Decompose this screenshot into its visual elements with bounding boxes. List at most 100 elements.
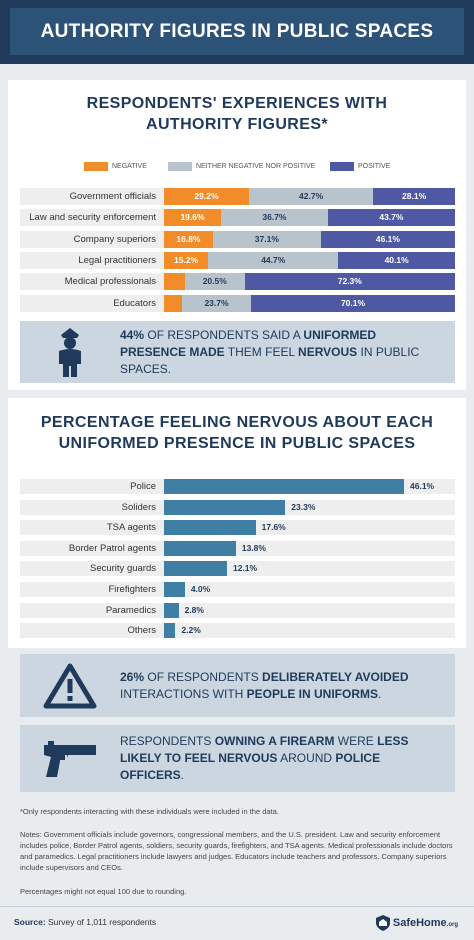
hbar-row: Paramedics 2.8% <box>20 602 455 618</box>
safehome-logo-icon <box>375 915 390 931</box>
stack-row-label: Medical professionals <box>64 276 156 288</box>
section2-title: PERCENTAGE FEELING NERVOUS ABOUT EACH UN… <box>0 412 474 454</box>
hbar-row: Others 2.2% <box>20 623 455 639</box>
footnote: *Only respondents interacting with these… <box>20 807 279 816</box>
neutral-segment: 37.1% <box>212 230 321 248</box>
hbar-value-label: 2.2% <box>181 625 201 636</box>
brand-suffix: .org <box>446 922 458 928</box>
warning-triangle-icon <box>20 663 120 709</box>
brand[interactable]: SafeHome .org <box>375 915 458 931</box>
hbar-value-label: 12.1% <box>232 563 258 574</box>
hbar-value-label: 17.6% <box>261 522 286 533</box>
section1-title: RESPONDENTS' EXPERIENCES WITH AUTHORITY … <box>0 93 474 135</box>
hbar <box>164 602 179 618</box>
callout1-text-c: IN PUBLIC SPACES. <box>120 344 420 376</box>
notes-text: Notes: Government officials include gove… <box>20 830 453 872</box>
callout3-emph-c: POLICE OFFICERS <box>120 751 381 782</box>
stack-row: Company superiors 16.8% 37.1% 46.1% <box>20 230 455 248</box>
legend-label-positive: POSITIVE <box>358 163 391 170</box>
hbar-row: Firefighters 4.0% <box>20 582 455 597</box>
legend-label-neutral: NEITHER NEGATIVE NOR POSITIVE <box>196 163 316 170</box>
hbar-row: TSA agents 17.6% <box>20 520 455 536</box>
legend-positive: POSITIVE <box>330 162 390 171</box>
hbar <box>164 561 227 577</box>
callout2-text: 26% OF RESPONDENTS DELIBERATELY AVOIDED … <box>120 669 440 703</box>
stack-row-label: Legal practitioners <box>78 254 156 266</box>
hbar-row: Border Patrol agents 13.8% <box>20 540 455 556</box>
negative-segment: 16.8% <box>164 230 213 248</box>
positive-segment: 46.1% <box>320 230 455 248</box>
neutral-segment: 42.7% <box>248 188 374 205</box>
hbar-row: Police 46.1% <box>20 479 455 494</box>
callout3-text-c: AROUND <box>277 751 336 765</box>
section2-title-line2: UNIFORMED PRESENCE IN PUBLIC SPACES <box>58 435 416 452</box>
stack-row-label: Company superiors <box>73 233 156 245</box>
neutral-segment: 44.7% <box>208 251 339 269</box>
positive-segment: 43.7% <box>327 209 455 227</box>
positive-segment: 72.3% <box>244 273 455 291</box>
chart1-legend: NEGATIVE NEITHER NEGATIVE NOR POSITIVE P… <box>0 162 474 176</box>
hbar-label: Firefighters <box>108 584 156 595</box>
hbar <box>164 520 256 536</box>
negative-segment: 15.2% <box>164 251 209 269</box>
callout1-text: 44% OF RESPONDENTS SAID A UNIFORMED PRES… <box>120 327 440 378</box>
stack-row: Law and security enforcement 19.6% 36.7% 43… <box>20 209 455 227</box>
callout2-emph-b: PEOPLE IN UNIFORMS <box>246 686 379 701</box>
hbar-label: Police <box>130 481 156 492</box>
callout2-emph-a: DELIBERATELY AVOIDED <box>262 669 409 684</box>
callout1-text-a: OF RESPONDENTS SAID A <box>144 327 304 342</box>
hbar-label: TSA agents <box>106 522 156 534</box>
hbar-row: Security guards 12.1% <box>20 561 455 577</box>
hbar-label: Border Patrol agents <box>68 542 156 554</box>
hbar-label: Paramedics <box>105 604 156 616</box>
legend-label-negative: NEGATIVE <box>112 163 147 170</box>
callout1-emph-b: NERVOUS <box>298 344 358 359</box>
callout3-text: RESPONDENTS OWNING A FIREARM WERE LESS L… <box>120 733 440 784</box>
positive-segment: 40.1% <box>338 251 455 269</box>
hbar <box>164 499 286 515</box>
negative-segment: 19.6% <box>164 209 222 227</box>
hbar-value-label: 13.8% <box>241 542 266 553</box>
section1-title-line1: RESPONDENTS' EXPERIENCES WITH <box>86 95 388 112</box>
hbar <box>164 479 404 494</box>
callout3-emph-b: LESS LIKELY TO FEEL NERVOUS <box>120 734 409 765</box>
neutral-segment: 36.7% <box>221 209 328 227</box>
source-label: Source: <box>14 917 46 927</box>
hbar-label: Others <box>127 625 156 637</box>
uniformed-presence-callout: 44% OF RESPONDENTS SAID A UNIFORMED PRES… <box>20 321 455 383</box>
brand-name: SafeHome <box>392 917 447 929</box>
callout2-text-b: INTERACTIONS WITH <box>120 686 247 701</box>
hbar <box>164 582 185 597</box>
header-banner: AUTHORITY FIGURES IN PUBLIC SPACES <box>0 0 474 64</box>
police-officer-icon <box>20 326 120 378</box>
hbar-value-label: 2.8% <box>184 604 204 615</box>
hbar-value-label: 4.0% <box>190 584 211 594</box>
legend-swatch-positive <box>330 162 354 171</box>
callout1-emph-a: UNIFORMED PRESENCE MADE <box>120 327 377 359</box>
legend-neutral: NEITHER NEGATIVE NOR POSITIVE <box>168 162 315 171</box>
section1-title-line2: AUTHORITY FIGURES* <box>145 116 329 133</box>
negative-segment <box>164 294 183 312</box>
callout2-text-a: OF RESPONDENTS <box>144 669 263 684</box>
hbar-label: Soliders <box>121 501 156 513</box>
legend-swatch-negative <box>84 162 108 171</box>
stack-row: Legal practitioners 15.2% 44.7% 40.1% <box>20 251 455 269</box>
positive-segment: 70.1% <box>251 294 455 312</box>
rounding-note: Percentages might not equal 100 due to r… <box>20 887 187 896</box>
firearm-callout: RESPONDENTS OWNING A FIREARM WERE LESS L… <box>20 725 455 792</box>
legend-negative: NEGATIVE <box>84 162 147 171</box>
callout3-text-d: . <box>180 768 185 782</box>
source-text: Survey of 1,011 respondents <box>45 917 157 927</box>
callout2-stat: 26% <box>120 669 145 684</box>
stack-row: Medical professionals 20.5% 72.3% <box>20 273 455 291</box>
callout3-emph-a: OWNING A FIREARM <box>214 734 335 748</box>
positive-segment: 28.1% <box>373 188 455 205</box>
callout1-text-b: THEM FEEL <box>224 344 299 359</box>
legend-swatch-neutral <box>168 162 192 171</box>
callout3-text-a: RESPONDENTS <box>120 734 215 748</box>
stack-row-label: Law and security enforcement <box>29 212 156 224</box>
callout3-text-b: WERE <box>334 734 378 748</box>
section2-title-line1: PERCENTAGE FEELING NERVOUS ABOUT EACH <box>40 414 434 431</box>
neutral-segment: 23.7% <box>182 294 251 312</box>
